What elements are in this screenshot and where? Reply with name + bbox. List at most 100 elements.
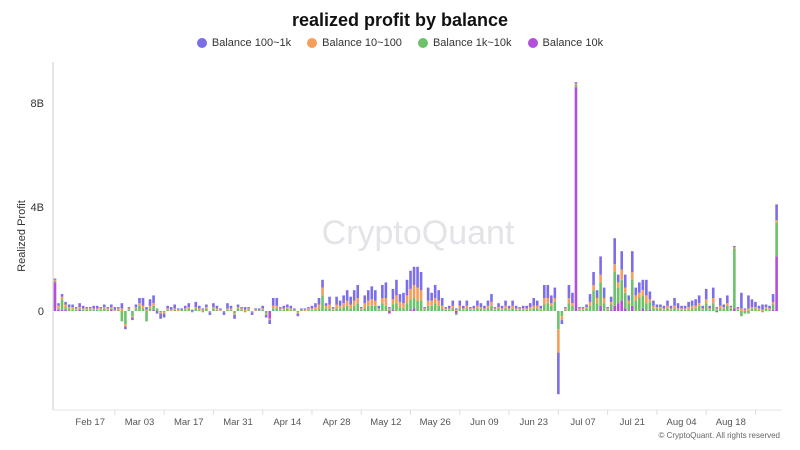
bar-segment[interactable] xyxy=(440,305,444,309)
bar-segment[interactable] xyxy=(370,299,374,306)
bar-segment[interactable] xyxy=(616,274,620,283)
bar-segment[interactable] xyxy=(645,279,648,296)
bar-segment[interactable] xyxy=(486,308,490,311)
bar-segment[interactable] xyxy=(613,272,616,306)
bar-segment[interactable] xyxy=(701,308,704,310)
bar-segment[interactable] xyxy=(219,309,222,311)
bar-segment[interactable] xyxy=(476,300,479,306)
bar-segment[interactable] xyxy=(708,305,712,309)
bar-segment[interactable] xyxy=(458,300,462,306)
bar-segment[interactable] xyxy=(652,300,655,306)
bar-segment[interactable] xyxy=(166,308,169,310)
bar-segment[interactable] xyxy=(180,309,184,311)
bar-segment[interactable] xyxy=(535,300,539,306)
bar-segment[interactable] xyxy=(697,305,701,311)
bar-segment[interactable] xyxy=(567,285,571,298)
bar-segment[interactable] xyxy=(370,286,374,300)
bar-segment[interactable] xyxy=(363,303,367,309)
bar-segment[interactable] xyxy=(271,305,275,309)
bar-segment[interactable] xyxy=(64,301,67,305)
bar-segment[interactable] xyxy=(599,282,602,306)
bar-segment[interactable] xyxy=(733,246,736,248)
bar-segment[interactable] xyxy=(497,307,500,309)
bar-segment[interactable] xyxy=(437,290,440,301)
bar-segment[interactable] xyxy=(557,311,560,330)
bar-segment[interactable] xyxy=(634,295,638,301)
bar-segment[interactable] xyxy=(64,309,67,311)
bar-segment[interactable] xyxy=(687,307,690,310)
bar-segment[interactable] xyxy=(747,295,750,309)
bar-segment[interactable] xyxy=(764,308,768,311)
bar-segment[interactable] xyxy=(754,301,757,308)
bar-segment[interactable] xyxy=(152,305,155,310)
bar-segment[interactable] xyxy=(740,311,743,317)
bar-segment[interactable] xyxy=(293,308,296,310)
bar-segment[interactable] xyxy=(620,251,624,270)
bar-segment[interactable] xyxy=(173,308,176,310)
bar-segment[interactable] xyxy=(701,309,704,311)
bar-segment[interactable] xyxy=(757,305,761,309)
bar-segment[interactable] xyxy=(88,309,92,311)
bar-segment[interactable] xyxy=(655,304,659,308)
bar-segment[interactable] xyxy=(426,300,430,306)
bar-segment[interactable] xyxy=(247,309,250,311)
bar-segment[interactable] xyxy=(655,307,659,309)
bar-segment[interactable] xyxy=(166,309,169,311)
bar-segment[interactable] xyxy=(662,308,666,310)
bar-segment[interactable] xyxy=(602,287,606,298)
bar-segment[interactable] xyxy=(321,295,324,311)
bar-segment[interactable] xyxy=(275,305,279,309)
bar-segment[interactable] xyxy=(412,285,416,298)
bar-segment[interactable] xyxy=(310,305,314,309)
bar-segment[interactable] xyxy=(578,308,581,310)
bar-segment[interactable] xyxy=(278,309,282,311)
bar-segment[interactable] xyxy=(711,303,715,311)
bar-segment[interactable] xyxy=(718,308,722,311)
bar-segment[interactable] xyxy=(352,305,356,311)
bar-segment[interactable] xyxy=(606,307,609,309)
bar-segment[interactable] xyxy=(88,307,92,309)
bar-segment[interactable] xyxy=(201,309,205,311)
bar-segment[interactable] xyxy=(71,309,74,311)
bar-segment[interactable] xyxy=(366,290,370,301)
bar-segment[interactable] xyxy=(542,298,546,305)
bar-segment[interactable] xyxy=(92,305,96,309)
bar-segment[interactable] xyxy=(67,307,71,309)
bar-segment[interactable] xyxy=(113,307,117,310)
bar-segment[interactable] xyxy=(187,303,191,308)
bar-segment[interactable] xyxy=(145,309,148,311)
bar-segment[interactable] xyxy=(437,305,440,311)
bar-segment[interactable] xyxy=(690,300,694,306)
bar-segment[interactable] xyxy=(641,290,645,296)
bar-segment[interactable] xyxy=(627,295,631,301)
bar-segment[interactable] xyxy=(282,309,286,311)
bar-segment[interactable] xyxy=(402,303,405,309)
bar-segment[interactable] xyxy=(240,307,243,309)
bar-segment[interactable] xyxy=(152,303,155,306)
bar-segment[interactable] xyxy=(711,287,715,298)
bar-segment[interactable] xyxy=(352,300,356,306)
bar-segment[interactable] xyxy=(159,312,162,314)
bar-segment[interactable] xyxy=(736,309,740,311)
bar-segment[interactable] xyxy=(490,305,493,311)
bar-segment[interactable] xyxy=(440,308,444,311)
bar-segment[interactable] xyxy=(148,299,152,306)
bar-segment[interactable] xyxy=(676,309,680,311)
bar-segment[interactable] xyxy=(733,308,736,311)
bar-segment[interactable] xyxy=(293,309,296,311)
bar-segment[interactable] xyxy=(669,305,673,309)
bar-segment[interactable] xyxy=(405,303,409,311)
bar-segment[interactable] xyxy=(493,307,497,309)
bar-segment[interactable] xyxy=(595,303,599,311)
bar-segment[interactable] xyxy=(493,309,497,311)
bar-segment[interactable] xyxy=(694,308,697,311)
bar-segment[interactable] xyxy=(775,222,778,257)
bar-segment[interactable] xyxy=(331,309,335,311)
bar-segment[interactable] xyxy=(412,298,416,309)
bar-segment[interactable] xyxy=(557,352,560,395)
bar-segment[interactable] xyxy=(546,298,550,304)
bar-segment[interactable] xyxy=(553,287,557,298)
bar-segment[interactable] xyxy=(208,312,212,315)
bar-segment[interactable] xyxy=(518,309,521,311)
bar-segment[interactable] xyxy=(57,308,60,310)
